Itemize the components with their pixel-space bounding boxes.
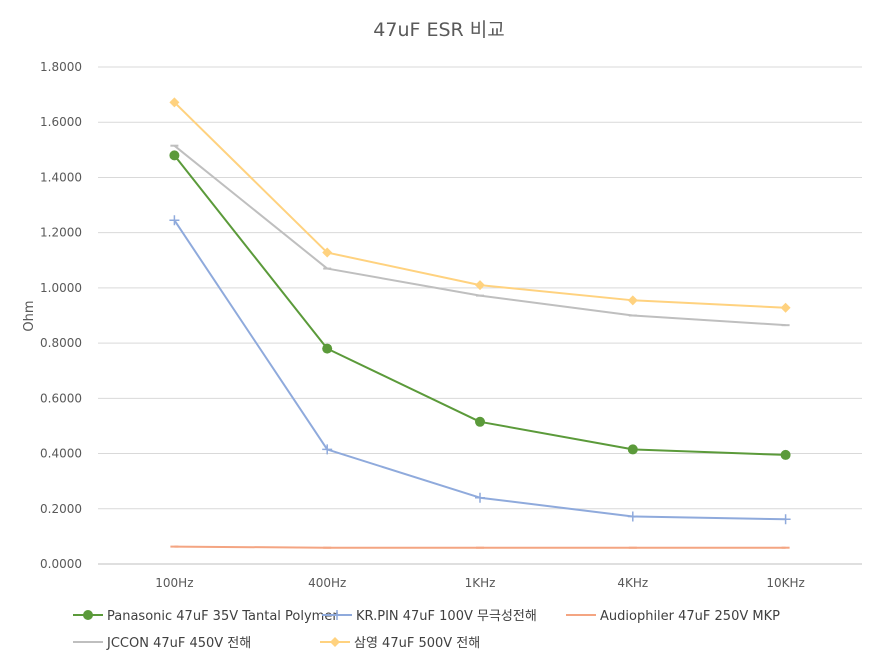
x-tick-label: 1KHz bbox=[465, 576, 496, 590]
x-tick-label: 100Hz bbox=[155, 576, 193, 590]
legend-item[interactable]: Panasonic 47uF 35V Tantal Polymer bbox=[73, 609, 338, 624]
legend-label: 삼영 47uF 500V 전해 bbox=[354, 636, 480, 651]
legend-label: Panasonic 47uF 35V Tantal Polymer bbox=[107, 609, 338, 624]
data-point bbox=[475, 280, 485, 291]
y-tick-label: 0.0000 bbox=[40, 557, 82, 571]
data-point bbox=[627, 511, 638, 522]
x-tick-label: 400Hz bbox=[308, 576, 346, 590]
y-tick-label: 0.4000 bbox=[40, 447, 82, 461]
series bbox=[169, 215, 791, 525]
y-tick-label: 1.2000 bbox=[40, 226, 82, 240]
data-point bbox=[780, 449, 791, 460]
series-line bbox=[173, 154, 786, 456]
y-axis-ticks: 0.0000 0.2000 0.4000 0.6000 0.8000 1.0000 1.20… bbox=[40, 60, 82, 571]
legend-label: KR.PIN 47uF 100V 무극성전해 bbox=[356, 609, 537, 624]
chart-title: 47uF ESR 비교 bbox=[373, 19, 504, 41]
y-tick-label: 1.4000 bbox=[40, 170, 82, 184]
legend-item[interactable]: KR.PIN 47uF 100V 무극성전해 bbox=[322, 609, 537, 624]
data-point bbox=[83, 610, 93, 620]
legend-item[interactable]: JCCON 47uF 450V 전해 bbox=[73, 636, 251, 651]
data-point bbox=[475, 492, 485, 503]
series-line bbox=[173, 144, 786, 327]
y-tick-label: 1.0000 bbox=[40, 281, 82, 295]
data-point bbox=[322, 343, 333, 354]
data-point bbox=[169, 97, 180, 108]
series-lines bbox=[169, 97, 791, 549]
x-tick-label: 4KHz bbox=[617, 576, 648, 590]
data-point bbox=[780, 302, 791, 313]
y-tick-label: 0.6000 bbox=[40, 391, 82, 405]
data-point bbox=[780, 514, 791, 525]
gridlines bbox=[98, 66, 862, 565]
y-tick-label: 1.8000 bbox=[40, 60, 82, 74]
data-point bbox=[627, 444, 638, 455]
y-tick-label: 0.8000 bbox=[40, 336, 82, 350]
data-point bbox=[322, 247, 333, 258]
data-point bbox=[330, 637, 340, 647]
data-point bbox=[322, 444, 333, 455]
x-axis-ticks: 100Hz 400Hz 1KHz 4KHz 10KHz bbox=[155, 576, 805, 590]
y-tick-label: 0.2000 bbox=[40, 502, 82, 516]
data-point bbox=[169, 150, 180, 161]
x-tick-label: 10KHz bbox=[766, 576, 804, 590]
legend-item[interactable]: 삼영 47uF 500V 전해 bbox=[320, 636, 480, 651]
series bbox=[170, 144, 790, 327]
data-point bbox=[169, 215, 180, 226]
legend-label: Audiophiler 47uF 250V MKP bbox=[600, 609, 780, 624]
series bbox=[170, 545, 790, 549]
data-point bbox=[475, 416, 485, 427]
legend-label: JCCON 47uF 450V 전해 bbox=[106, 636, 251, 651]
series-line bbox=[173, 101, 786, 309]
legend[interactable]: Panasonic 47uF 35V Tantal Polymer KR.PIN … bbox=[73, 609, 780, 651]
y-tick-label: 1.6000 bbox=[40, 115, 82, 129]
data-point bbox=[332, 610, 342, 620]
data-point bbox=[627, 295, 638, 306]
series bbox=[169, 97, 791, 313]
legend-item[interactable]: Audiophiler 47uF 250V MKP bbox=[566, 609, 780, 624]
series bbox=[169, 150, 791, 460]
series-line bbox=[173, 219, 786, 521]
y-axis-label: Ohm bbox=[22, 300, 37, 331]
